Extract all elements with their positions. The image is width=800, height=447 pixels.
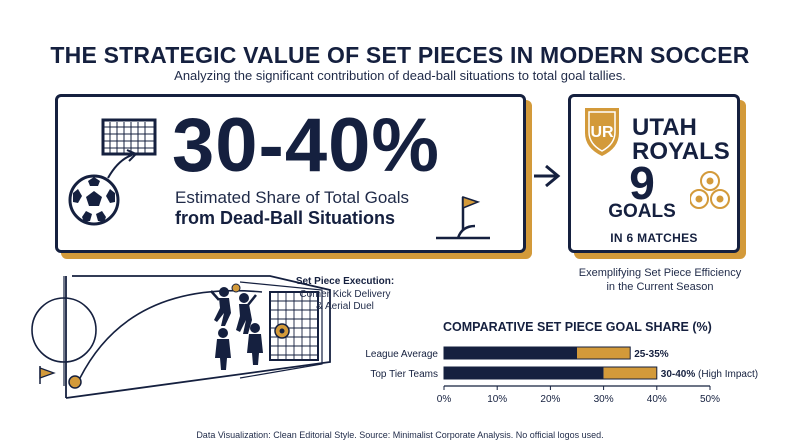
bar-outline [443, 366, 658, 380]
category-label: League Average [365, 349, 438, 360]
goals-label: GOALS [608, 201, 676, 222]
x-tick-label: 50% [700, 394, 720, 405]
x-tick-label: 30% [594, 394, 614, 405]
arrow-right-icon [534, 164, 561, 188]
goal-net-icon [101, 118, 157, 156]
pitch-corner-flag-icon [39, 366, 82, 389]
bar-segment [603, 367, 657, 379]
crest-text-overlay: UR [590, 124, 614, 141]
team-card-overlay: UR [585, 108, 619, 156]
soccer-ball-icon [68, 174, 120, 226]
matches-label: IN 6 MATCHES [610, 231, 698, 245]
hero-description-line2: from Dead-Ball Situations [175, 208, 396, 228]
bar-chart: League Average 25-35% Top Tier Teams 30-40%… [365, 346, 758, 405]
bar-segment [444, 347, 577, 359]
bar-segment [444, 367, 604, 379]
category-label: Top Tier Teams [370, 369, 438, 380]
corner-flag-icon [436, 195, 490, 240]
set-piece-line1: Corner Kick Delivery [299, 289, 391, 300]
hero-stat: 30-40% [172, 103, 440, 188]
x-tick-label: 0% [437, 394, 452, 405]
data-label: 30-40% (High Impact) [661, 369, 758, 380]
team-name-line1: UTAH [632, 114, 697, 141]
page-subtitle: Analyzing the significant contribution o… [174, 68, 626, 83]
bar-outline [443, 346, 631, 360]
bar-segment [577, 347, 631, 359]
chart-title: COMPARATIVE SET PIECE GOAL SHARE (%) [443, 320, 712, 334]
x-tick-label: 10% [487, 394, 507, 405]
players-icon [210, 283, 290, 370]
data-label: 25-35% [634, 349, 669, 360]
x-tick-label: 40% [647, 394, 667, 405]
curve-arrow-icon [107, 149, 138, 179]
team-name-line2: ROYALS [632, 138, 730, 165]
hero-description-line1: Estimated Share of Total Goals [175, 188, 410, 207]
set-piece-title: Set Piece Execution: [295, 276, 395, 287]
goal-count: 9 [629, 157, 655, 209]
team-caption-line1: Exemplifying Set Piece Efficiency [578, 267, 742, 279]
pitch-illustration [31, 275, 331, 399]
footer-note: Data Visualization: Clean Editorial Styl… [196, 430, 604, 440]
page-title: THE STRATEGIC VALUE OF SET PIECES IN MOD… [50, 42, 750, 68]
team-caption-line2: in the Current Season [606, 281, 714, 293]
x-tick-label: 20% [540, 394, 560, 405]
gold-balls-overlay [690, 171, 730, 209]
set-piece-line2: & Aerial Duel [316, 301, 374, 312]
